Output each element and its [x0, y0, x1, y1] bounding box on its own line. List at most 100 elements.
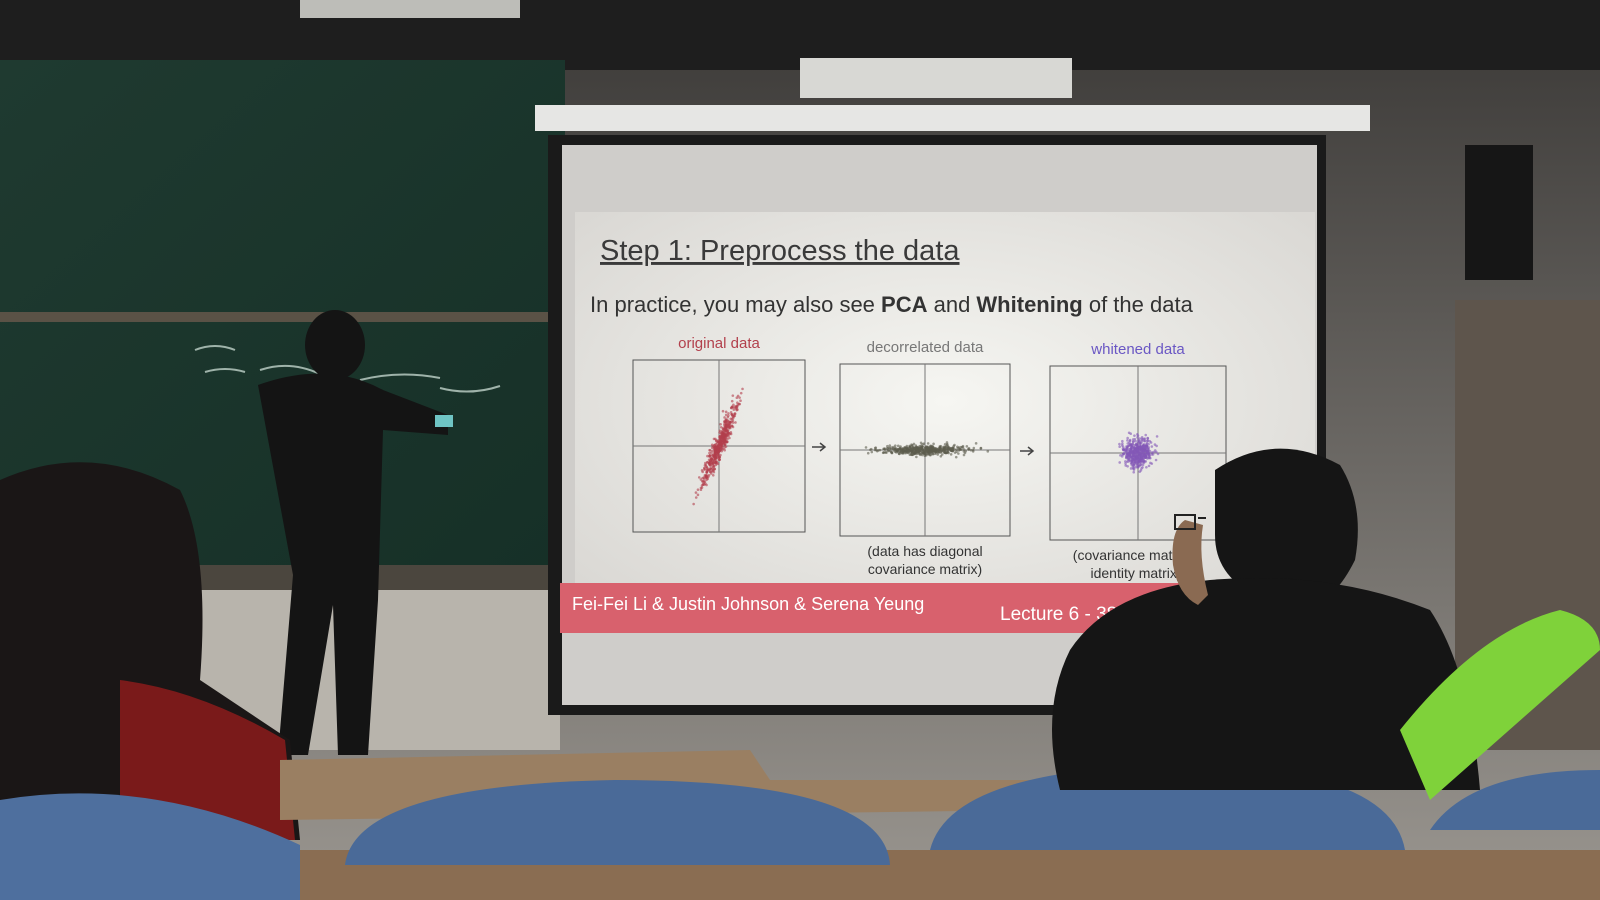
scatter-dot: [946, 446, 950, 450]
scatter-dot: [902, 447, 905, 451]
panel-title: whitened data: [1090, 341, 1185, 358]
scatter-dot: [939, 455, 943, 458]
scatter-dot: [705, 471, 709, 474]
scatter-dot: [1149, 461, 1152, 465]
scatter-dot: [1125, 455, 1129, 458]
scatter-dot: [699, 478, 703, 481]
scatter-dot: [918, 452, 922, 456]
screen-housing: [535, 105, 1370, 131]
scatter-dot: [732, 408, 736, 411]
scatter-dot: [1118, 445, 1121, 449]
scatter-dot: [969, 448, 973, 452]
subtitle-text: of the data: [1083, 292, 1194, 317]
scatter-dot: [979, 446, 983, 450]
scatter-dot: [727, 434, 730, 438]
glasses: [1174, 514, 1206, 530]
scatter-dot: [1136, 436, 1139, 439]
scatter-dot: [1121, 453, 1125, 456]
scatter-dot: [694, 491, 698, 494]
scatter-dot: [931, 452, 935, 456]
scatter-dot: [723, 419, 727, 423]
scatter-dot: [718, 435, 721, 439]
scatter-dot: [1156, 452, 1160, 456]
subtitle-text: and: [927, 292, 976, 317]
scatter-dot: [962, 448, 966, 451]
scatter-dot: [1133, 434, 1136, 437]
scatter-dot: [703, 468, 706, 471]
scatter-dot: [722, 433, 726, 437]
scatter-dot: [1124, 462, 1127, 465]
scatter-dot: [712, 437, 716, 441]
scatter-dot: [708, 451, 711, 455]
plot-panels: original data decorrelated data (data has …: [632, 335, 1227, 581]
scatter-dot: [713, 445, 716, 449]
scatter-dot: [710, 443, 714, 447]
scatter-dot: [1150, 445, 1154, 448]
slide-title: Step 1: Preprocess the data: [600, 235, 960, 267]
scatter-dot: [1118, 461, 1122, 464]
scatter-dot: [724, 423, 728, 427]
ceiling-light: [800, 58, 1072, 98]
scatter-dot: [1133, 456, 1137, 460]
scatter-dot: [956, 445, 959, 449]
scatter-dot: [724, 426, 728, 430]
speaker-box: [1465, 145, 1533, 280]
scatter-dot: [738, 396, 741, 399]
scatter-dot: [878, 448, 882, 452]
scatter-dot: [710, 446, 714, 450]
scatter-dot: [896, 447, 900, 451]
scatter-dot: [733, 414, 737, 418]
scatter-dot: [1145, 444, 1148, 448]
scatter-dot: [939, 444, 943, 448]
scatter-dot: [959, 445, 963, 449]
scatter-dot: [718, 458, 722, 461]
scatter-dot: [908, 447, 912, 451]
scatter-dot: [1125, 450, 1129, 453]
scatter-dot: [1147, 456, 1150, 460]
panel-title: original data: [678, 335, 760, 352]
scatter-dot: [721, 436, 724, 440]
scatter-dot: [925, 449, 929, 452]
scatter-dot: [1128, 453, 1131, 457]
scatter-dot: [705, 466, 709, 470]
lecturer: [258, 310, 448, 755]
arrows: [812, 442, 1035, 456]
scatter-dot: [1129, 432, 1133, 436]
scatter-dot: [1124, 448, 1128, 451]
scatter-dot: [710, 457, 713, 461]
scatter-dot: [1121, 439, 1124, 443]
scatter-dot: [718, 443, 722, 447]
scatter-dot: [732, 403, 735, 407]
scatter-dot: [731, 425, 735, 429]
scatter-dot: [897, 452, 901, 456]
scatter-dot: [920, 445, 924, 449]
footer-lecture: Lecture 6 - 38: [1000, 604, 1117, 625]
scatter-dot: [739, 399, 742, 402]
scatter-dot: [714, 463, 718, 467]
scatter-dot: [929, 447, 932, 451]
scatter-dot: [893, 444, 897, 447]
scatter-dot: [1124, 460, 1127, 463]
desk-lamp: [1400, 610, 1600, 800]
scatter-dot: [918, 444, 921, 448]
footer-authors: Fei-Fei Li & Justin Johnson & Serena Yeu…: [572, 594, 924, 614]
scatter-dot: [945, 441, 949, 444]
scatter-dot: [974, 442, 978, 445]
scatter-dot: [908, 445, 912, 449]
panel-caption: (covariance matrix =: [1073, 547, 1199, 563]
scatter-dot: [728, 425, 732, 429]
scatter-dot: [729, 431, 733, 434]
scatter-dot: [1146, 439, 1149, 442]
scatter-dot: [727, 432, 731, 435]
scatter-dot: [912, 450, 915, 454]
scatter-dot: [1132, 470, 1136, 474]
scatter-dot: [729, 417, 732, 421]
scatter-dot: [870, 450, 874, 454]
scatter-dot: [1121, 445, 1125, 448]
scatter-dot: [712, 464, 716, 468]
scatter-dot: [709, 464, 712, 468]
scatter-dot: [724, 410, 728, 414]
scatter-dot: [734, 421, 737, 424]
scatter-dot: [936, 450, 939, 454]
